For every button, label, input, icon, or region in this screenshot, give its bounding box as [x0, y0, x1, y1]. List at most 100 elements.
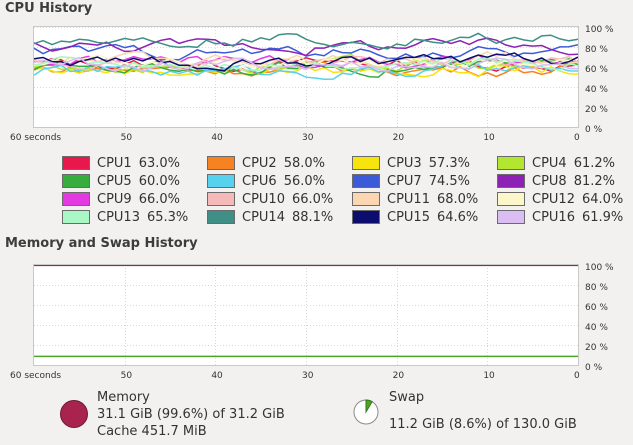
legend-item-cpu10: CPU10 66.0% — [207, 190, 333, 208]
cpu-usage-value: 58.0% — [283, 155, 326, 171]
y-tick-label: 20 % — [585, 105, 608, 115]
y-tick-label: 100 % — [585, 263, 614, 273]
cpu-usage-value: 60.0% — [138, 173, 181, 189]
legend-item-cpu14: CPU14 88.1% — [207, 208, 333, 226]
legend-item-cpu15: CPU15 64.6% — [352, 208, 478, 226]
cpu-name: CPU2 — [242, 155, 277, 171]
cpu-name: CPU14 — [242, 209, 285, 225]
cpu4-series-line — [34, 53, 578, 74]
cpu-name: CPU3 — [387, 155, 422, 171]
legend-item-cpu4: CPU4 61.2% — [497, 154, 615, 172]
cpu-name: CPU1 — [97, 155, 132, 171]
swap-pie-icon[interactable] — [352, 398, 380, 426]
cpu-usage-value: 88.1% — [291, 209, 334, 225]
cpu16-series-line — [34, 56, 578, 73]
y-tick-label: 40 % — [585, 85, 608, 95]
y-tick-label: 60 % — [585, 65, 608, 75]
x-tick-label: 60 seconds — [10, 133, 62, 143]
cpu-usage-value: 63.0% — [138, 155, 181, 171]
cpu-name: CPU9 — [97, 191, 132, 207]
cpu-usage-value: 57.3% — [428, 155, 471, 171]
cpu-name: CPU8 — [532, 173, 567, 189]
legend-item-cpu6: CPU6 56.0% — [207, 172, 325, 190]
cpu-usage-value: 81.2% — [573, 173, 616, 189]
cpu-name: CPU11 — [387, 191, 430, 207]
cpu14-series-line — [34, 32, 578, 50]
color-swatch[interactable] — [352, 156, 380, 170]
color-swatch[interactable] — [352, 174, 380, 188]
cpu-usage-value: 61.2% — [573, 155, 616, 171]
color-swatch[interactable] — [207, 210, 235, 224]
x-tick-label: 10 — [483, 133, 495, 143]
cpu-name: CPU13 — [97, 209, 140, 225]
x-tick-label: 30 — [302, 371, 314, 381]
color-swatch[interactable] — [62, 174, 90, 188]
memory-history-graph — [33, 264, 579, 366]
legend-item-cpu7: CPU7 74.5% — [352, 172, 470, 190]
memory-cache: Cache 451.7 MiB — [97, 424, 207, 439]
x-tick-label: 0 — [574, 133, 580, 143]
memory-history-title: Memory and Swap History — [5, 236, 198, 251]
cpu-usage-value: 56.0% — [283, 173, 326, 189]
cpu-usage-value: 65.3% — [146, 209, 189, 225]
cpu-name: CPU6 — [242, 173, 277, 189]
cpu11-series-line — [34, 51, 578, 68]
y-tick-label: 0 % — [585, 363, 603, 373]
x-tick-label: 50 — [120, 133, 133, 143]
legend-item-cpu1: CPU1 63.0% — [62, 154, 180, 172]
memory-color-swatch[interactable] — [60, 400, 88, 428]
cpu-name: CPU12 — [532, 191, 575, 207]
x-tick-label: 20 — [392, 133, 405, 143]
cpu-name: CPU15 — [387, 209, 430, 225]
color-swatch[interactable] — [497, 174, 525, 188]
cpu-usage-value: 68.0% — [436, 191, 479, 207]
cpu-history-plot — [34, 27, 578, 127]
swap-usage: 11.2 GiB (8.6%) of 130.0 GiB — [389, 417, 577, 432]
cpu-usage-value: 61.9% — [581, 209, 624, 225]
y-tick-label: 100 % — [585, 25, 614, 35]
legend-item-cpu12: CPU12 64.0% — [497, 190, 623, 208]
y-tick-label: 80 % — [585, 45, 608, 55]
x-tick-label: 30 — [302, 133, 314, 143]
memory-label: Memory — [97, 390, 150, 405]
cpu-name: CPU7 — [387, 173, 422, 189]
color-swatch[interactable] — [62, 192, 90, 206]
legend-item-cpu3: CPU3 57.3% — [352, 154, 470, 172]
cpu15-series-line — [34, 52, 578, 72]
color-swatch[interactable] — [62, 156, 90, 170]
color-swatch[interactable] — [352, 210, 380, 224]
cpu-history-title: CPU History — [5, 1, 93, 16]
cpu-usage-value: 66.0% — [291, 191, 334, 207]
cpu-name: CPU4 — [532, 155, 567, 171]
cpu-name: CPU16 — [532, 209, 575, 225]
legend-item-cpu5: CPU5 60.0% — [62, 172, 180, 190]
color-swatch[interactable] — [62, 210, 90, 224]
color-swatch[interactable] — [497, 156, 525, 170]
legend-item-cpu2: CPU2 58.0% — [207, 154, 325, 172]
y-tick-label: 80 % — [585, 283, 608, 293]
memory-usage: 31.1 GiB (99.6%) of 31.2 GiB — [97, 407, 285, 422]
x-tick-label: 50 — [120, 371, 133, 381]
cpu-name: CPU10 — [242, 191, 285, 207]
swap-label: Swap — [389, 390, 425, 405]
cpu-usage-value: 64.6% — [436, 209, 479, 225]
color-swatch[interactable] — [352, 192, 380, 206]
x-tick-label: 60 seconds — [10, 371, 62, 381]
legend-item-cpu8: CPU8 81.2% — [497, 172, 615, 190]
color-swatch[interactable] — [497, 210, 525, 224]
x-tick-label: 0 — [574, 371, 580, 381]
x-tick-label: 40 — [211, 133, 223, 143]
x-tick-label: 20 — [392, 371, 405, 381]
y-tick-label: 0 % — [585, 125, 603, 135]
x-tick-label: 10 — [483, 371, 495, 381]
y-tick-label: 40 % — [585, 323, 608, 333]
memory-history-plot — [34, 265, 578, 365]
cpu-name: CPU5 — [97, 173, 132, 189]
y-tick-label: 20 % — [585, 343, 608, 353]
color-swatch[interactable] — [207, 192, 235, 206]
color-swatch[interactable] — [207, 174, 235, 188]
cpu-usage-value: 74.5% — [428, 173, 471, 189]
color-swatch[interactable] — [497, 192, 525, 206]
color-swatch[interactable] — [207, 156, 235, 170]
cpu-legend: CPU1 63.0% CPU2 58.0% CPU3 57.3% CPU4 61.2% CPU5… — [62, 154, 632, 226]
